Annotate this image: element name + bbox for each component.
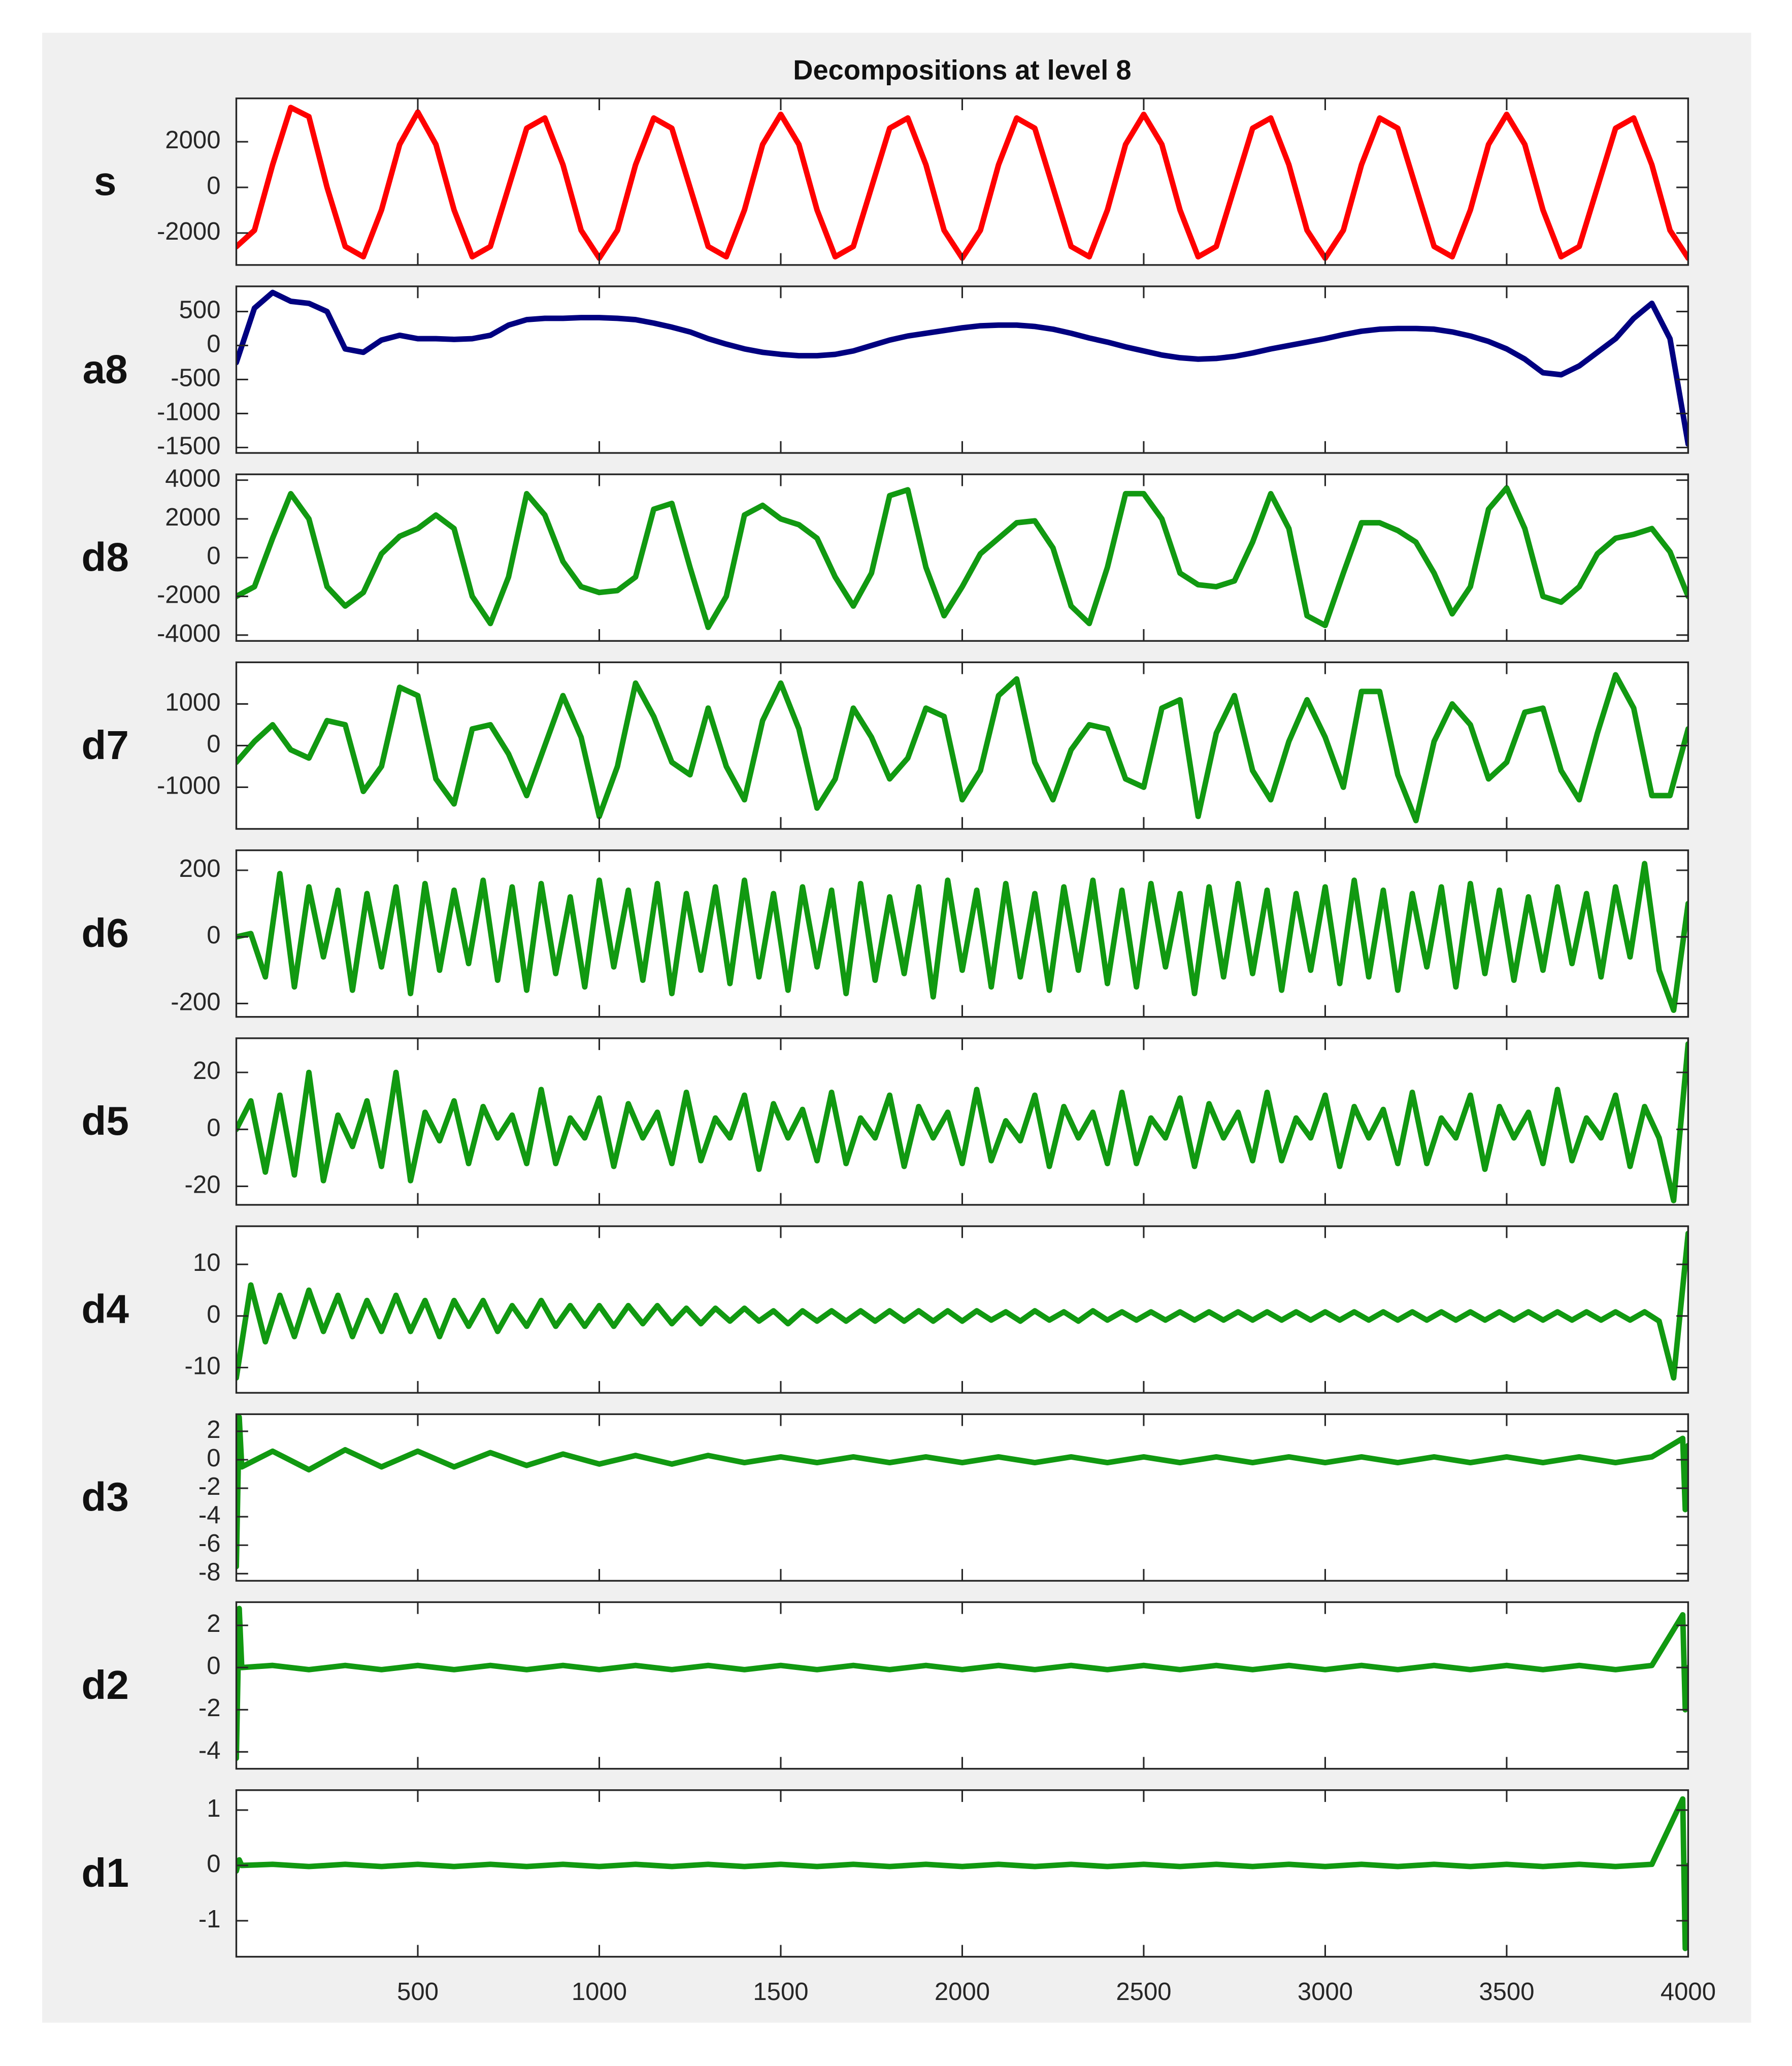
y-axis-label: d6 xyxy=(81,910,128,956)
signal-line xyxy=(236,672,1688,824)
y-tick-label: -20 xyxy=(185,1171,221,1198)
y-axis-label: d1 xyxy=(81,1850,128,1895)
chart-title: Decompositions at level 8 xyxy=(793,55,1131,85)
y-tick-label: 0 xyxy=(207,1114,220,1141)
signal-line xyxy=(236,289,1688,447)
y-tick-label: 2000 xyxy=(165,504,220,531)
y-tick-label: -1000 xyxy=(157,772,221,799)
plot-frame xyxy=(235,285,1689,454)
y-tick-label: -4 xyxy=(198,1501,221,1529)
y-tick-label: 500 xyxy=(179,296,221,323)
signal-line xyxy=(236,1414,1688,1569)
y-tick-label: 20 xyxy=(193,1057,221,1085)
y-axis-label: d3 xyxy=(81,1474,128,1520)
plot-frame xyxy=(235,473,1689,642)
plot-frame xyxy=(235,849,1689,1018)
y-tick-label: -1000 xyxy=(157,398,221,425)
plot-area xyxy=(236,1602,1688,1769)
y-tick-label: 2000 xyxy=(165,126,220,154)
signal-line xyxy=(236,1796,1688,1951)
y-tick-label: -200 xyxy=(171,988,220,1015)
y-tick-label: -500 xyxy=(171,364,220,391)
y-axis-label: d4 xyxy=(81,1286,129,1331)
y-tick-label: -2000 xyxy=(157,581,221,609)
y-tick-label: 0 xyxy=(207,730,220,758)
plot-frame xyxy=(235,1601,1689,1770)
y-tick-label: 0 xyxy=(207,1445,220,1472)
plot-area xyxy=(236,1790,1688,1957)
y-tick-label: 0 xyxy=(207,1652,220,1680)
y-tick-label: 200 xyxy=(179,855,221,882)
x-tick-label: 1000 xyxy=(572,1978,627,2006)
plot-frame xyxy=(235,1037,1689,1206)
signal-line xyxy=(236,485,1688,631)
y-tick-label: 0 xyxy=(207,1850,220,1878)
y-axis-label: d2 xyxy=(81,1662,128,1708)
y-tick-label: 1000 xyxy=(165,688,220,716)
y-axis-label: d5 xyxy=(81,1098,128,1143)
plot-area xyxy=(236,286,1688,453)
y-tick-label: 0 xyxy=(207,922,220,949)
y-tick-label: 0 xyxy=(207,330,220,357)
x-tick-label: 2500 xyxy=(1116,1978,1171,2006)
y-tick-label: -2 xyxy=(198,1473,221,1500)
y-tick-label: -1 xyxy=(198,1906,221,1933)
signal-line xyxy=(236,1041,1688,1203)
y-axis-label: d8 xyxy=(81,535,128,580)
y-tick-label: -4 xyxy=(198,1736,221,1764)
x-tick-label: 4000 xyxy=(1661,1978,1716,2006)
x-tick-label: 2000 xyxy=(935,1978,990,2006)
x-tick-label: 1500 xyxy=(753,1978,808,2006)
y-axis-label: d7 xyxy=(81,723,128,768)
y-tick-label: -8 xyxy=(198,1558,221,1586)
plot-frame xyxy=(235,97,1689,266)
plot-area xyxy=(236,1038,1688,1205)
plot-frame xyxy=(235,1789,1689,1958)
y-tick-label: -1500 xyxy=(157,432,221,460)
plot-area xyxy=(236,1414,1688,1581)
y-tick-label: 10 xyxy=(193,1249,221,1276)
y-tick-label: -6 xyxy=(198,1530,221,1557)
y-tick-label: 0 xyxy=(207,1301,220,1328)
y-tick-label: -4000 xyxy=(157,620,221,647)
y-tick-label: -2000 xyxy=(157,218,221,245)
plot-frame xyxy=(235,661,1689,830)
plot-frame xyxy=(235,1225,1689,1394)
y-tick-label: -2 xyxy=(198,1694,221,1722)
y-tick-label: 0 xyxy=(207,172,220,200)
y-tick-label: 2 xyxy=(207,1610,220,1637)
y-tick-label: 0 xyxy=(207,542,220,570)
plot-area xyxy=(236,98,1688,265)
plot-frame xyxy=(235,1413,1689,1582)
y-tick-label: 1 xyxy=(207,1795,220,1822)
y-axis-label: a8 xyxy=(83,346,128,391)
plot-area xyxy=(236,474,1688,641)
signal-line xyxy=(236,1605,1688,1761)
y-tick-label: 4000 xyxy=(165,465,220,493)
y-axis-label: s xyxy=(94,158,117,204)
x-tick-label: 500 xyxy=(397,1978,439,2006)
y-tick-label: -10 xyxy=(185,1352,221,1380)
x-tick-label: 3000 xyxy=(1298,1978,1353,2006)
x-tick-label: 3500 xyxy=(1479,1978,1534,2006)
signal-line xyxy=(236,1230,1688,1381)
plot-area xyxy=(236,850,1688,1017)
y-tick-label: 2 xyxy=(207,1416,220,1444)
signal-line xyxy=(236,861,1688,1013)
